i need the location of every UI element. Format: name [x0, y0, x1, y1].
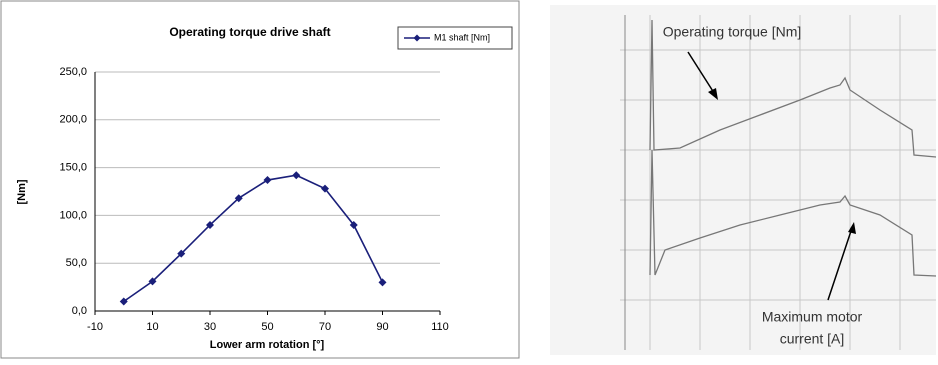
y-tick-label: 200,0 [59, 114, 87, 126]
y-tick-label: 250,0 [59, 66, 87, 78]
scan: Operating torque [Nm] Maximum motor curr… [550, 5, 936, 355]
page: Operating torque drive shaft Lower arm r… [0, 0, 938, 360]
y-tick-label: 0,0 [72, 305, 87, 317]
scan-background [550, 5, 936, 355]
y-tick-label: 50,0 [66, 257, 87, 269]
x-tick-label: 90 [376, 321, 388, 333]
y-tick-label: 150,0 [59, 162, 87, 174]
annotation: current [A] [780, 331, 845, 347]
x-tick-label: 110 [431, 321, 449, 333]
annotation: Operating torque [Nm] [663, 24, 802, 40]
legend-label: M1 shaft [Nm] [434, 32, 490, 42]
x-tick-label: 10 [146, 321, 158, 333]
x-tick-label: 30 [204, 321, 216, 333]
annotation: Maximum motor [762, 309, 863, 325]
chart-title: Operating torque drive shaft [169, 25, 330, 39]
y-tick-label: 100,0 [59, 209, 87, 221]
x-tick-label: 50 [261, 321, 273, 333]
x-tick-label: -10 [87, 321, 103, 333]
x-axis-label: Lower arm rotation [°] [210, 339, 325, 351]
y-axis-label: [Nm] [16, 179, 28, 204]
x-tick-label: 70 [319, 321, 331, 333]
